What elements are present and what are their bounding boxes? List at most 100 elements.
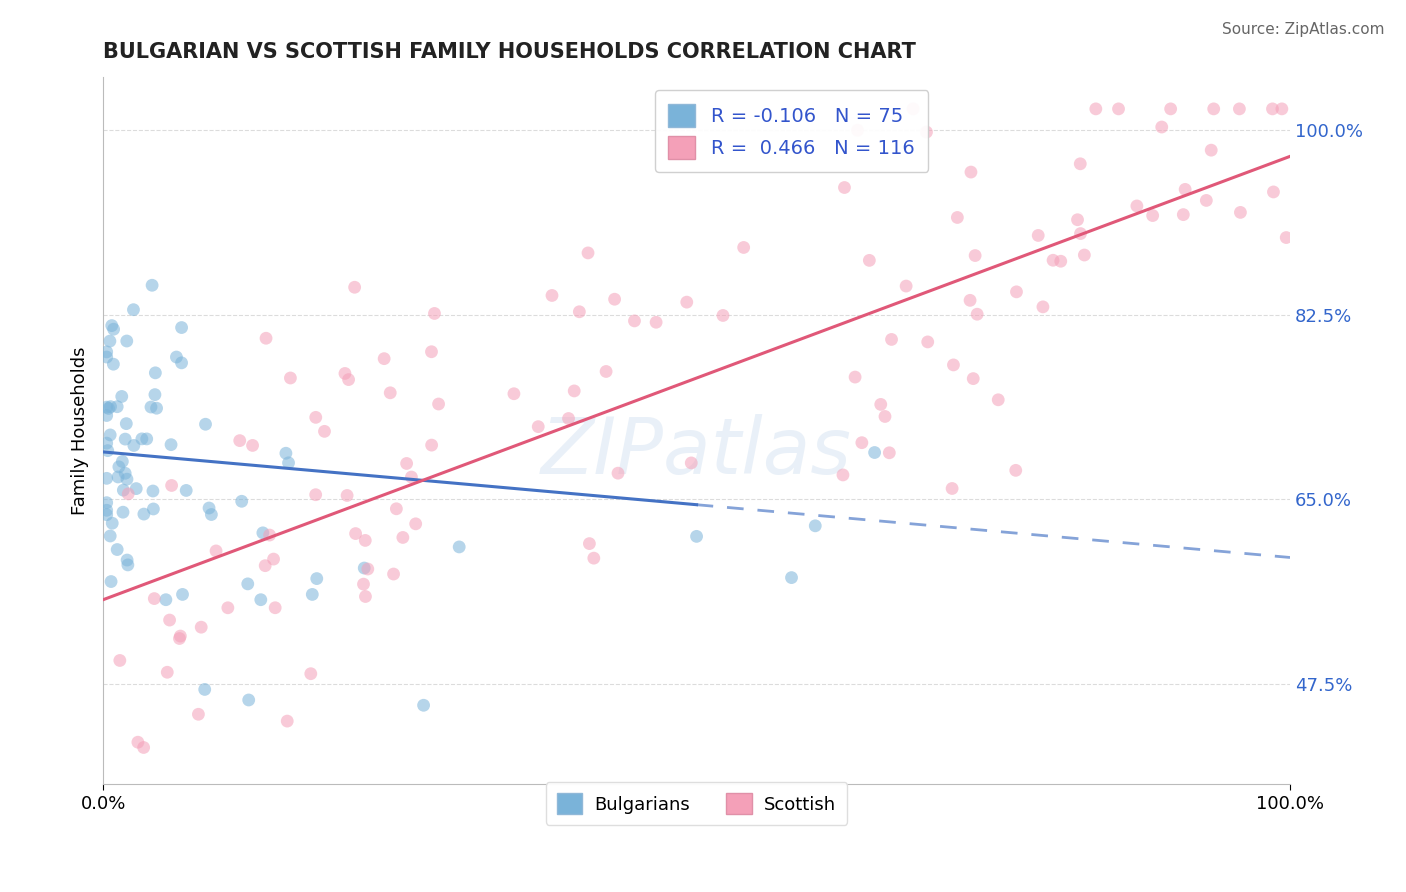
Point xyxy=(254,558,277,573)
Point xyxy=(314,425,336,439)
Point xyxy=(1271,102,1294,116)
Text: Source: ZipAtlas.com: Source: ZipAtlas.com xyxy=(1222,22,1385,37)
Point xyxy=(373,351,395,366)
Point xyxy=(1084,102,1107,116)
Point xyxy=(834,180,856,194)
Point xyxy=(576,246,599,260)
Point xyxy=(276,714,298,728)
Point xyxy=(103,357,125,371)
Point xyxy=(96,503,118,517)
Point xyxy=(122,438,145,452)
Point xyxy=(96,436,118,450)
Point xyxy=(1005,285,1028,299)
Point xyxy=(959,293,981,308)
Point xyxy=(187,707,209,722)
Point xyxy=(846,123,869,137)
Point xyxy=(733,240,755,254)
Point xyxy=(229,434,252,448)
Point xyxy=(1073,248,1095,262)
Point xyxy=(1263,185,1285,199)
Point xyxy=(172,587,194,601)
Point xyxy=(337,373,360,387)
Point xyxy=(114,432,136,446)
Point xyxy=(607,466,630,480)
Point xyxy=(333,367,356,381)
Point xyxy=(405,516,427,531)
Point xyxy=(259,528,281,542)
Point xyxy=(420,438,443,452)
Point xyxy=(170,320,193,334)
Point xyxy=(139,400,162,414)
Point xyxy=(711,309,734,323)
Point xyxy=(568,305,591,319)
Point xyxy=(858,253,880,268)
Point xyxy=(1174,182,1197,196)
Point xyxy=(844,370,866,384)
Point xyxy=(194,417,217,432)
Point xyxy=(344,526,367,541)
Point xyxy=(238,693,260,707)
Point xyxy=(595,364,617,378)
Point xyxy=(557,411,579,425)
Point xyxy=(159,613,181,627)
Point xyxy=(160,478,183,492)
Point xyxy=(170,356,193,370)
Point xyxy=(108,459,131,474)
Point xyxy=(135,432,157,446)
Point xyxy=(100,318,122,333)
Point xyxy=(169,632,191,646)
Point xyxy=(305,572,328,586)
Point xyxy=(1042,253,1064,268)
Point xyxy=(299,666,322,681)
Point xyxy=(160,437,183,451)
Point xyxy=(1004,463,1026,477)
Point xyxy=(385,501,408,516)
Point xyxy=(115,472,138,486)
Point xyxy=(174,483,197,498)
Point xyxy=(263,552,285,566)
Point xyxy=(111,454,134,468)
Point xyxy=(582,551,605,566)
Point xyxy=(115,417,138,431)
Point xyxy=(112,483,135,498)
Point xyxy=(527,419,550,434)
Point xyxy=(915,125,938,139)
Point xyxy=(965,248,987,262)
Point xyxy=(143,387,166,401)
Point xyxy=(143,591,166,606)
Point xyxy=(685,529,707,543)
Point xyxy=(336,488,359,502)
Point xyxy=(305,488,328,502)
Point xyxy=(942,358,965,372)
Point xyxy=(780,571,803,585)
Point xyxy=(205,544,228,558)
Point xyxy=(804,518,827,533)
Point xyxy=(1173,208,1195,222)
Point xyxy=(623,314,645,328)
Point xyxy=(851,435,873,450)
Point xyxy=(242,438,264,452)
Point xyxy=(145,401,167,416)
Point xyxy=(127,735,149,749)
Point xyxy=(165,350,187,364)
Point xyxy=(96,471,118,485)
Point xyxy=(96,344,118,359)
Point xyxy=(108,653,131,667)
Point xyxy=(114,467,136,481)
Point xyxy=(98,428,121,442)
Point xyxy=(1199,143,1222,157)
Point xyxy=(343,280,366,294)
Point xyxy=(832,467,855,482)
Point xyxy=(100,400,122,414)
Point xyxy=(353,577,375,591)
Point xyxy=(277,456,299,470)
Point xyxy=(873,409,896,424)
Point xyxy=(395,457,418,471)
Point xyxy=(503,386,526,401)
Point xyxy=(111,389,134,403)
Point xyxy=(1202,102,1225,116)
Text: ZIPatlas: ZIPatlas xyxy=(541,414,852,490)
Point xyxy=(879,446,901,460)
Point xyxy=(423,306,446,320)
Point xyxy=(681,456,703,470)
